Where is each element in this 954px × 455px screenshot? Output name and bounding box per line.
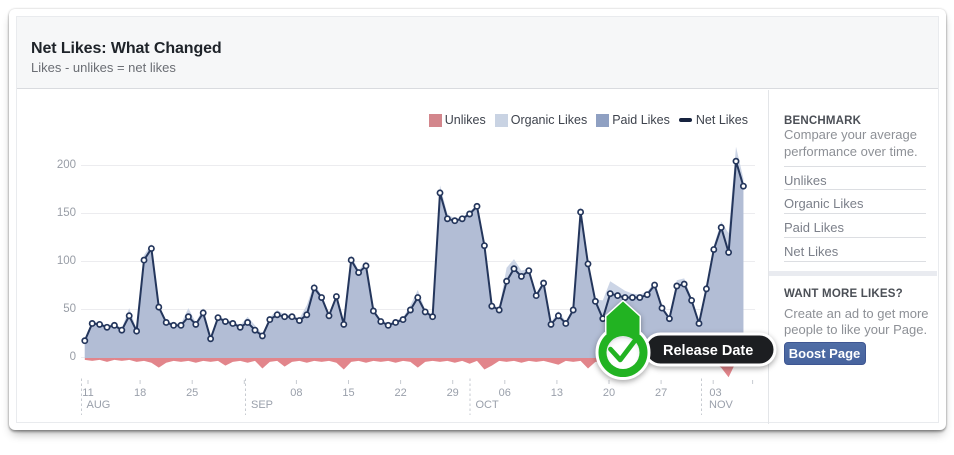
svg-text:Release Date: Release Date <box>663 343 753 359</box>
